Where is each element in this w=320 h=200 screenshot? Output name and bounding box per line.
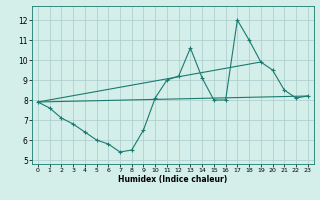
X-axis label: Humidex (Indice chaleur): Humidex (Indice chaleur) <box>118 175 228 184</box>
